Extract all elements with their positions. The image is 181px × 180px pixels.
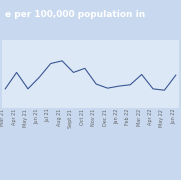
Text: e per 100,000 population in: e per 100,000 population in bbox=[5, 10, 146, 19]
